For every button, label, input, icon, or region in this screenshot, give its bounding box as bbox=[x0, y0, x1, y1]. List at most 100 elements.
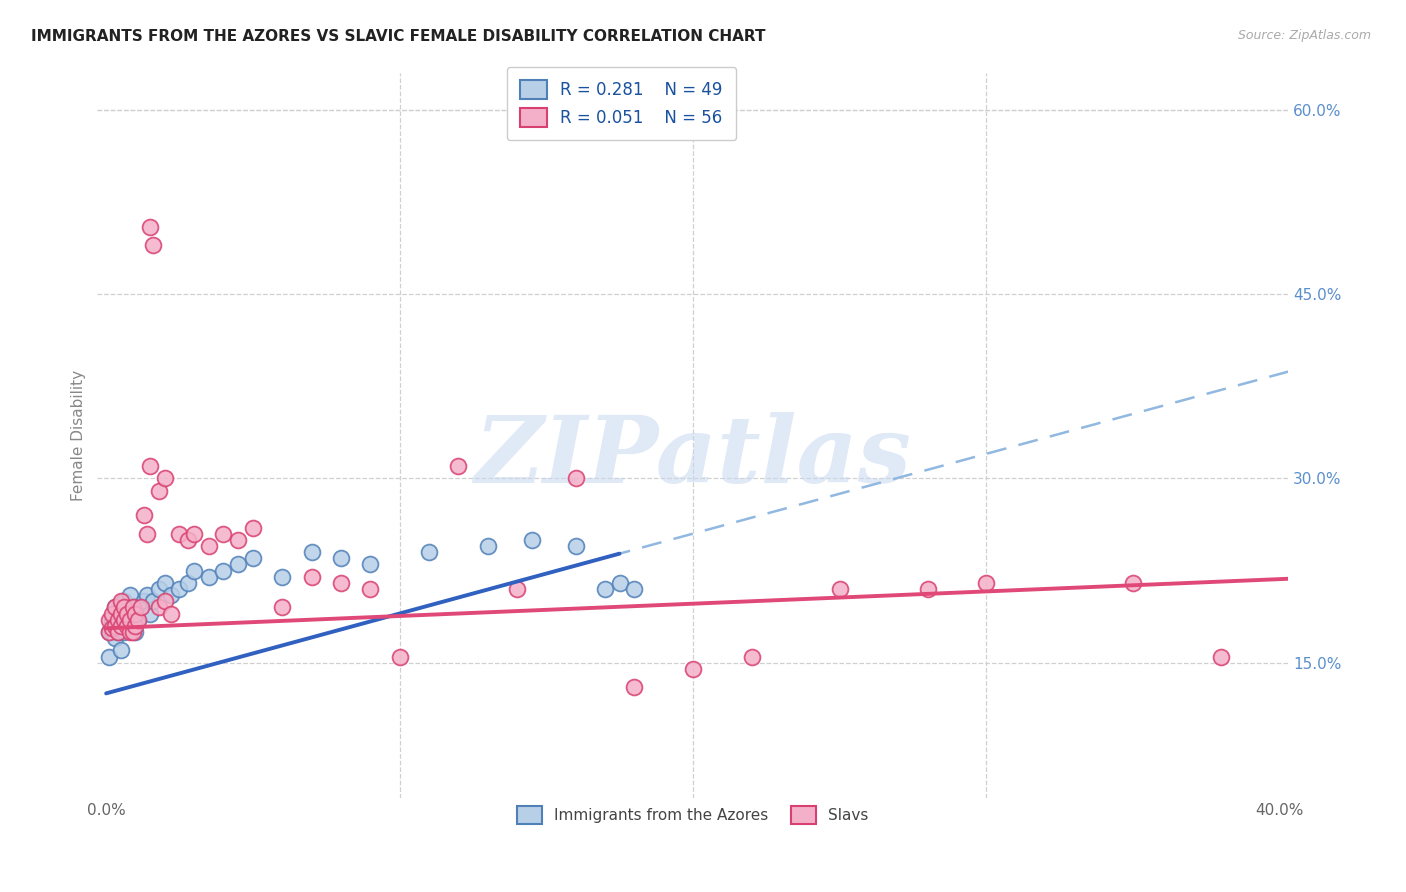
Point bbox=[169, 526, 191, 541]
Point bbox=[115, 600, 138, 615]
Point bbox=[124, 607, 146, 621]
Point bbox=[520, 533, 543, 547]
Point bbox=[198, 539, 221, 553]
Point bbox=[447, 459, 470, 474]
Point bbox=[104, 631, 127, 645]
Point bbox=[139, 219, 162, 234]
Point bbox=[301, 569, 323, 583]
Point bbox=[271, 600, 294, 615]
Point bbox=[974, 575, 997, 590]
Point bbox=[148, 582, 170, 596]
Point bbox=[118, 588, 141, 602]
Point bbox=[828, 582, 851, 596]
Point bbox=[564, 471, 586, 485]
Point bbox=[110, 619, 132, 633]
Point bbox=[101, 624, 124, 639]
Point bbox=[1122, 575, 1144, 590]
Point bbox=[124, 619, 146, 633]
Point bbox=[98, 624, 121, 639]
Point bbox=[148, 483, 170, 498]
Point bbox=[226, 558, 249, 572]
Point bbox=[118, 624, 141, 639]
Point bbox=[107, 624, 129, 639]
Point bbox=[682, 662, 704, 676]
Point bbox=[142, 238, 165, 252]
Point bbox=[741, 649, 763, 664]
Point bbox=[104, 600, 127, 615]
Point bbox=[142, 594, 165, 608]
Text: IMMIGRANTS FROM THE AZORES VS SLAVIC FEMALE DISABILITY CORRELATION CHART: IMMIGRANTS FROM THE AZORES VS SLAVIC FEM… bbox=[31, 29, 765, 44]
Point bbox=[107, 613, 129, 627]
Point bbox=[112, 600, 135, 615]
Point bbox=[101, 607, 124, 621]
Point bbox=[609, 575, 631, 590]
Text: ZIPatlas: ZIPatlas bbox=[474, 412, 911, 502]
Point bbox=[112, 594, 135, 608]
Point bbox=[107, 624, 129, 639]
Point bbox=[183, 564, 205, 578]
Point bbox=[115, 607, 138, 621]
Point bbox=[139, 459, 162, 474]
Point bbox=[212, 564, 235, 578]
Point bbox=[177, 575, 200, 590]
Point bbox=[101, 619, 124, 633]
Point bbox=[121, 607, 143, 621]
Point bbox=[153, 471, 176, 485]
Y-axis label: Female Disability: Female Disability bbox=[72, 370, 86, 501]
Point bbox=[153, 594, 176, 608]
Point bbox=[131, 600, 153, 615]
Point bbox=[104, 619, 127, 633]
Point bbox=[110, 600, 132, 615]
Point bbox=[418, 545, 440, 559]
Point bbox=[242, 520, 264, 534]
Point bbox=[917, 582, 939, 596]
Point bbox=[169, 582, 191, 596]
Point bbox=[388, 649, 411, 664]
Point bbox=[159, 588, 181, 602]
Point bbox=[159, 607, 181, 621]
Point bbox=[139, 607, 162, 621]
Text: Source: ZipAtlas.com: Source: ZipAtlas.com bbox=[1237, 29, 1371, 42]
Point bbox=[110, 607, 132, 621]
Point bbox=[329, 551, 352, 566]
Point bbox=[107, 607, 129, 621]
Point bbox=[301, 545, 323, 559]
Point bbox=[101, 613, 124, 627]
Point bbox=[477, 539, 499, 553]
Point bbox=[271, 569, 294, 583]
Legend: Immigrants from the Azores, Slavs: Immigrants from the Azores, Slavs bbox=[512, 800, 875, 830]
Point bbox=[98, 624, 121, 639]
Point bbox=[112, 624, 135, 639]
Point bbox=[101, 621, 124, 635]
Point bbox=[148, 600, 170, 615]
Point bbox=[110, 643, 132, 657]
Point bbox=[136, 588, 159, 602]
Point bbox=[131, 600, 153, 615]
Point bbox=[118, 613, 141, 627]
Point bbox=[153, 575, 176, 590]
Point bbox=[112, 613, 135, 627]
Point bbox=[198, 569, 221, 583]
Point bbox=[506, 582, 529, 596]
Point bbox=[98, 613, 121, 627]
Point bbox=[623, 680, 645, 694]
Point bbox=[212, 526, 235, 541]
Point bbox=[329, 575, 352, 590]
Point bbox=[121, 624, 143, 639]
Point bbox=[136, 526, 159, 541]
Point bbox=[98, 649, 121, 664]
Point bbox=[104, 613, 127, 627]
Point bbox=[110, 594, 132, 608]
Point bbox=[242, 551, 264, 566]
Point bbox=[127, 613, 149, 627]
Point bbox=[110, 619, 132, 633]
Point bbox=[134, 594, 156, 608]
Point bbox=[134, 508, 156, 523]
Point bbox=[124, 600, 146, 615]
Point bbox=[359, 582, 381, 596]
Point bbox=[115, 619, 138, 633]
Point bbox=[359, 558, 381, 572]
Point bbox=[121, 600, 143, 615]
Point bbox=[183, 526, 205, 541]
Point bbox=[564, 539, 586, 553]
